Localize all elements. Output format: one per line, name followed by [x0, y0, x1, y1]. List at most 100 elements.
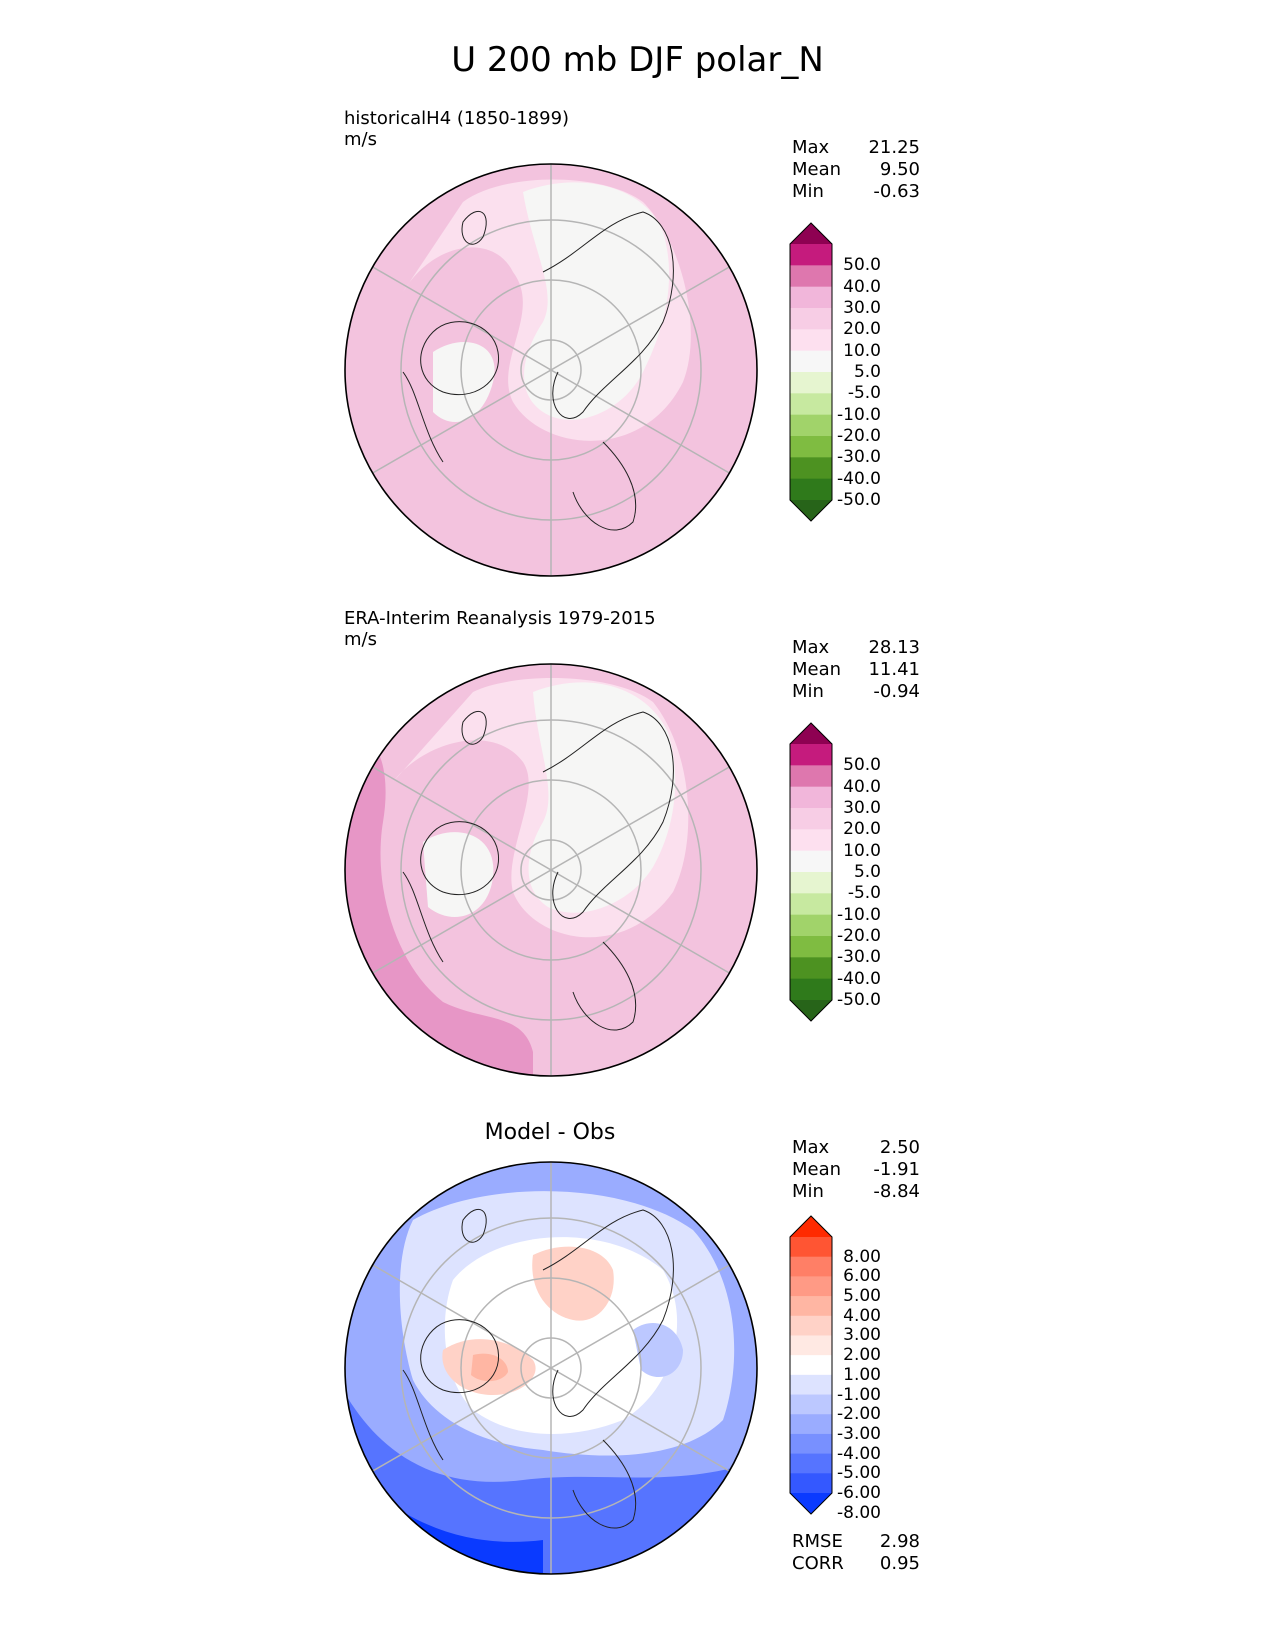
- colorbar-tick-label: 50.0: [843, 255, 881, 276]
- colorbar-tick-label: -20.0: [837, 426, 881, 446]
- colorbar-tick-label: 10.0: [843, 340, 881, 361]
- colorbar-swatch: [790, 1237, 832, 1258]
- colorbar-swatch: [790, 1276, 832, 1297]
- panel1-stats: Max 21.25 Mean 9.50 Min -0.63: [792, 137, 920, 203]
- colorbar-swatch: [790, 893, 832, 916]
- colorbar-tick-label: 30.0: [843, 298, 881, 318]
- colorbar-swatch: [790, 244, 832, 266]
- colorbar-outline: [789, 222, 833, 522]
- stat-mean: Mean 11.41: [792, 659, 920, 680]
- colorbar-swatch: [790, 1374, 832, 1396]
- colorbar-swatch: [790, 829, 832, 852]
- colorbar-swatch: [790, 786, 832, 809]
- colorbar-swatch: [790, 914, 832, 937]
- colorbar-tick-label: -5.0: [847, 383, 881, 404]
- colorbar-swatch: [790, 478, 832, 501]
- stat-min: Min -0.94: [792, 681, 920, 702]
- stat-max: Max 28.13: [792, 637, 920, 658]
- colorbar-tick-label: 30.0: [843, 798, 881, 818]
- colorbar-tick-label: 4.00: [843, 1305, 881, 1326]
- colorbar-swatch: [790, 265, 832, 288]
- colorbar-extend-top: [790, 223, 832, 244]
- colorbar-tick-label: -6.00: [837, 1483, 881, 1503]
- colorbar-extend-bottom: [790, 1493, 832, 1514]
- colorbar-extend-bottom: [790, 500, 832, 521]
- panel2-colorbar: [789, 722, 833, 1022]
- colorbar-tick-label: -30.0: [837, 447, 881, 468]
- colorbar-tick-label: -20.0: [837, 926, 881, 946]
- panel3-error-stats: RMSE 2.98 CORR 0.95: [792, 1531, 920, 1575]
- panel1-polar-map: [344, 163, 758, 577]
- colorbar-swatch: [790, 1315, 832, 1337]
- colorbar-swatch: [790, 850, 832, 873]
- stat-min: Min -0.63: [792, 181, 920, 202]
- colorbar-tick-label: -40.0: [837, 468, 881, 489]
- colorbar-tick-label: -40.0: [837, 968, 881, 989]
- colorbar-swatch: [790, 1335, 832, 1356]
- colorbar-swatch: [790, 1355, 832, 1376]
- colorbar-tick-label: 2.00: [843, 1345, 881, 1366]
- stat-mean: Mean -1.91: [792, 1159, 920, 1180]
- colorbar-tick-label: -4.00: [837, 1443, 881, 1464]
- colorbar-swatch: [790, 1296, 832, 1317]
- colorbar-swatch: [790, 393, 832, 416]
- panel2-units-label: m/s: [344, 629, 377, 650]
- difference-panel-title: Model - Obs: [484, 1120, 616, 1145]
- colorbar-tick-label: 5.00: [843, 1286, 881, 1307]
- colorbar-swatch: [790, 457, 832, 480]
- colorbar-swatch: [790, 414, 832, 437]
- colorbar-tick-label: -50.0: [837, 490, 881, 510]
- colorbar-swatch: [790, 1394, 832, 1415]
- colorbar-tick-label: -10.0: [837, 904, 881, 925]
- colorbar-swatch: [790, 372, 832, 394]
- panel2-stats: Max 28.13 Mean 11.41 Min -0.94: [792, 637, 920, 703]
- stat-max: Max 21.25: [792, 137, 920, 158]
- stat-rmse: RMSE 2.98: [792, 1531, 920, 1552]
- stat-min: Min -8.84: [792, 1181, 920, 1202]
- colorbar-swatch: [790, 808, 832, 830]
- colorbar-swatch: [790, 1433, 832, 1455]
- colorbar-tick-label: -8.00: [837, 1502, 881, 1523]
- colorbar-tick-label: -1.00: [837, 1384, 881, 1405]
- colorbar-extend-top: [790, 1216, 832, 1237]
- colorbar-tick-label: -50.0: [837, 990, 881, 1010]
- panel1-label: historicalH4 (1850-1899) m/s: [344, 108, 569, 150]
- colorbar-tick-label: 40.0: [843, 776, 881, 797]
- colorbar-tick-label: 20.0: [843, 319, 881, 340]
- colorbar-swatch: [790, 436, 832, 458]
- colorbar-tick-label: -10.0: [837, 404, 881, 425]
- colorbar-swatch: [790, 329, 832, 352]
- stat-corr: CORR 0.95: [792, 1553, 920, 1574]
- colorbar-tick-label: -3.00: [837, 1423, 881, 1444]
- colorbar-tick-label: 3.00: [843, 1325, 881, 1346]
- colorbar-tick-label: 5.0: [853, 362, 881, 382]
- panel3-colorbar: [789, 1215, 833, 1515]
- panel1-colorbar: [789, 222, 833, 522]
- colorbar-tick-label: -5.00: [837, 1463, 881, 1484]
- panel2-polar-map: [344, 663, 758, 1077]
- colorbar-extend-bottom: [790, 1000, 832, 1021]
- colorbar-outline: [789, 722, 833, 1022]
- panel3-difference-map: [344, 1161, 758, 1575]
- colorbar-swatch: [790, 957, 832, 980]
- colorbar-tick-label: 5.0: [853, 862, 881, 882]
- colorbar-swatch: [790, 308, 832, 330]
- colorbar-swatch: [790, 1473, 832, 1494]
- stat-mean: Mean 9.50: [792, 159, 920, 180]
- colorbar-swatch: [790, 286, 832, 309]
- colorbar-outline: [789, 1215, 833, 1515]
- colorbar-tick-label: -5.0: [847, 883, 881, 904]
- colorbar-swatch: [790, 1453, 832, 1474]
- panel1-units-label: m/s: [344, 129, 377, 150]
- colorbar-swatch: [790, 765, 832, 788]
- panel3-stats: Max 2.50 Mean -1.91 Min -8.84: [792, 1137, 920, 1203]
- stat-max: Max 2.50: [792, 1137, 920, 1158]
- panel2-label: ERA-Interim Reanalysis 1979-2015 m/s: [344, 608, 656, 650]
- colorbar-tick-label: 8.00: [843, 1246, 881, 1267]
- colorbar-tick-label: -30.0: [837, 947, 881, 968]
- panel1-dataset-label: historicalH4 (1850-1899): [344, 108, 570, 129]
- colorbar-tick-label: 6.00: [843, 1266, 881, 1287]
- colorbar-tick-label: 20.0: [843, 819, 881, 840]
- figure-title: U 200 mb DJF polar_N: [451, 40, 824, 80]
- colorbar-swatch: [790, 744, 832, 766]
